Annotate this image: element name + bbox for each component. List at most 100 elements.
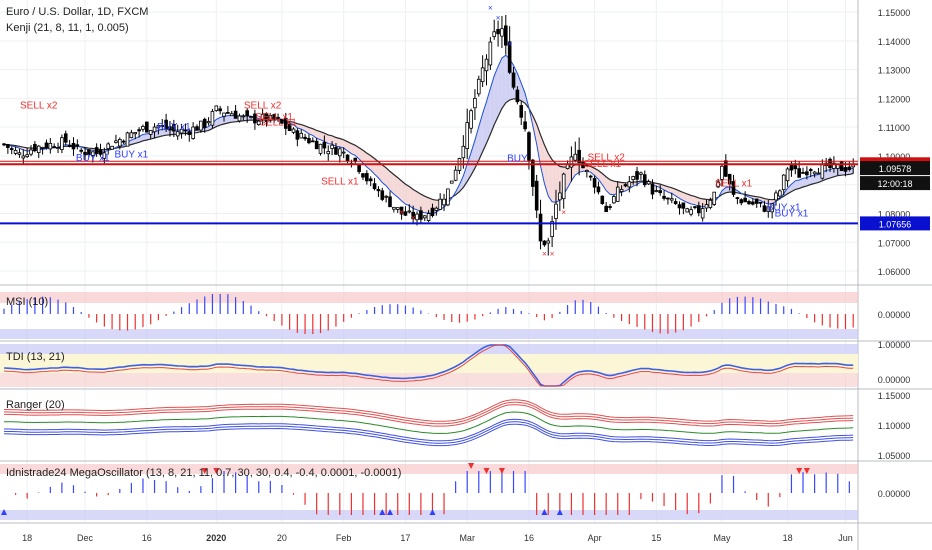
price-tick-label: 1.14000 [878, 37, 911, 47]
ranger-lower-band [4, 418, 854, 442]
ema-cloud-segment [359, 147, 363, 164]
candle [743, 197, 747, 203]
candle [523, 121, 527, 130]
candle [256, 120, 261, 126]
candle [71, 142, 76, 150]
candle [766, 206, 771, 212]
ema-cloud-segment [471, 140, 475, 176]
candle [654, 190, 659, 193]
ema-cloud-segment [806, 176, 811, 186]
signal-label: BUY [507, 154, 528, 165]
candle [87, 149, 91, 156]
mega-sell-arrow [498, 468, 505, 474]
time-tick-label: 2020 [206, 533, 226, 543]
candle [627, 181, 632, 188]
mega-buy-arrow [541, 509, 548, 515]
signal-label: SELL x1 [259, 118, 297, 129]
ema-slow-line [3, 98, 854, 201]
ema-cloud-segment [478, 113, 483, 161]
candle [395, 207, 400, 210]
price-tick-label: 1.12000 [878, 94, 911, 104]
candle [527, 132, 531, 161]
candle [677, 204, 682, 209]
candle [29, 149, 33, 155]
msi-pane[interactable] [0, 292, 858, 339]
megaoscillator-label: Idnistrade24 MegaOscillator (13, 8, 21, … [6, 467, 401, 479]
candle [191, 126, 195, 139]
ema-cloud-segment [390, 171, 394, 195]
candle [465, 122, 469, 149]
candle [314, 140, 319, 150]
time-axis[interactable]: 18 Dec 16 2020 20 Feb 17 Mar 16 Apr 15 May 18 Jun [22, 533, 853, 543]
candle [98, 149, 103, 155]
candle [542, 240, 547, 246]
candle [619, 188, 624, 192]
candle [307, 138, 311, 144]
mega-buy-arrow [387, 509, 393, 515]
candle [63, 133, 68, 143]
ema-cloud-segment [351, 143, 356, 156]
indicator-tick-label: 1.05000 [878, 451, 911, 461]
candle [434, 207, 439, 211]
candle [473, 97, 477, 109]
candle [102, 152, 107, 159]
price-tick-label: 1.08000 [878, 210, 911, 220]
candle [697, 205, 701, 214]
signal-label: SELL x2 [244, 100, 282, 111]
indicator-tick-label: 1.10000 [878, 421, 911, 431]
candle [380, 190, 385, 200]
candle [793, 165, 798, 170]
candle [631, 176, 635, 180]
candle [13, 150, 18, 154]
ema-cloud-segment [544, 144, 549, 197]
candle [226, 112, 230, 114]
kenji-indicator-label: Kenji (21, 8, 11, 1, 0.005) [6, 22, 129, 34]
tdi-pane[interactable] [0, 344, 858, 387]
signal-label: BUY x1 [767, 203, 801, 214]
candle [164, 119, 168, 130]
ranger-upper-band [3, 399, 854, 422]
time-tick-label: 16 [524, 533, 534, 543]
ema-cloud-segment [536, 124, 541, 166]
candle [341, 151, 346, 154]
megaoscillator-pane[interactable] [0, 463, 858, 520]
time-tick-label: 15 [651, 533, 661, 543]
candle [801, 172, 805, 174]
candle [592, 178, 597, 188]
ema-cloud-segment [355, 145, 360, 160]
candle [739, 199, 744, 204]
ranger-upper-band [4, 404, 854, 427]
ema-cloud-segment [803, 177, 807, 187]
ema-cloud-segment [413, 189, 418, 210]
price-axis[interactable]: 1.15000 1.14000 1.13000 1.12000 1.11000 1.100… [860, 8, 930, 499]
candle [500, 28, 504, 37]
candle [808, 169, 813, 171]
ema-cloud-segment [343, 139, 348, 151]
ranger-mid-line [4, 411, 854, 434]
ema-cloud-segment [216, 117, 221, 127]
ema-cloud-segment [316, 130, 321, 140]
candle [635, 171, 639, 180]
ema-cloud-segment [347, 141, 352, 154]
candle [9, 148, 14, 150]
candle [415, 213, 419, 221]
candle [747, 200, 751, 205]
symbol-title: Euro / U.S. Dollar, 1D, FXCM [6, 6, 148, 18]
ema-cloud-segment [787, 184, 792, 194]
time-tick-label: Feb [336, 533, 352, 543]
mega-buy-arrow [379, 509, 386, 515]
candle [612, 196, 616, 204]
price-tick-label: 1.13000 [878, 66, 911, 76]
ema-cloud-segment [667, 186, 672, 194]
indicator-tick-label: 0.00000 [878, 310, 911, 320]
ema-cloud-segment [606, 176, 611, 195]
ema-cloud-segment [498, 58, 502, 117]
ema-cloud-segment [362, 150, 367, 167]
candle [118, 139, 122, 147]
price-tag-box [860, 216, 930, 231]
candle [608, 206, 612, 208]
mega-upper-band [0, 464, 858, 474]
ranger-pane[interactable] [3, 399, 854, 447]
